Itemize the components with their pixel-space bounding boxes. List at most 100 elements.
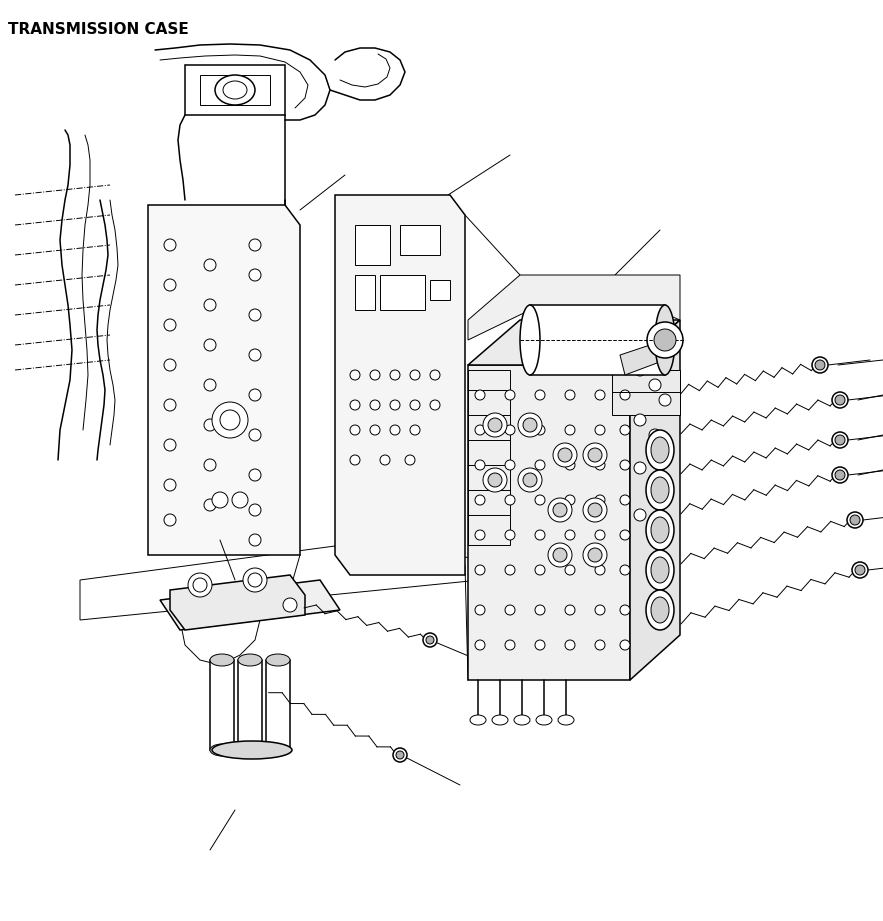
Circle shape: [204, 299, 216, 311]
Circle shape: [505, 605, 515, 615]
Circle shape: [243, 568, 267, 592]
Circle shape: [812, 357, 828, 373]
Ellipse shape: [646, 550, 674, 590]
Ellipse shape: [646, 510, 674, 550]
Circle shape: [488, 473, 502, 487]
Circle shape: [659, 394, 671, 406]
Circle shape: [220, 410, 240, 430]
Polygon shape: [200, 75, 270, 105]
Ellipse shape: [210, 744, 234, 756]
Circle shape: [475, 460, 485, 470]
Ellipse shape: [646, 590, 674, 630]
Circle shape: [855, 565, 865, 575]
Circle shape: [620, 605, 630, 615]
Polygon shape: [185, 65, 285, 115]
Circle shape: [505, 460, 515, 470]
Circle shape: [565, 390, 575, 400]
Circle shape: [620, 390, 630, 400]
Circle shape: [204, 499, 216, 511]
Circle shape: [620, 495, 630, 505]
Polygon shape: [355, 225, 390, 265]
Circle shape: [815, 360, 825, 370]
Circle shape: [430, 400, 440, 410]
Circle shape: [426, 636, 434, 644]
Bar: [210, 660, 234, 750]
Circle shape: [193, 578, 207, 592]
Polygon shape: [335, 195, 465, 575]
Circle shape: [249, 389, 261, 401]
Circle shape: [350, 370, 360, 380]
Circle shape: [523, 473, 537, 487]
Polygon shape: [630, 320, 680, 680]
Ellipse shape: [651, 477, 669, 503]
Circle shape: [630, 335, 640, 345]
Polygon shape: [160, 580, 340, 630]
Circle shape: [595, 390, 605, 400]
Circle shape: [505, 495, 515, 505]
Circle shape: [249, 469, 261, 481]
Circle shape: [595, 495, 605, 505]
Circle shape: [212, 492, 228, 508]
Circle shape: [204, 339, 216, 351]
Circle shape: [565, 605, 575, 615]
Circle shape: [164, 279, 176, 291]
Circle shape: [249, 534, 261, 546]
Circle shape: [475, 565, 485, 575]
Circle shape: [164, 514, 176, 526]
Text: TRANSMISSION CASE: TRANSMISSION CASE: [8, 22, 189, 37]
Circle shape: [390, 370, 400, 380]
Circle shape: [548, 498, 572, 522]
Polygon shape: [380, 275, 425, 310]
Ellipse shape: [266, 654, 290, 666]
Circle shape: [535, 460, 545, 470]
Circle shape: [550, 323, 560, 333]
Circle shape: [654, 329, 676, 351]
Circle shape: [565, 565, 575, 575]
Circle shape: [164, 479, 176, 491]
Circle shape: [595, 605, 605, 615]
Circle shape: [852, 562, 868, 578]
Circle shape: [204, 459, 216, 471]
Circle shape: [565, 425, 575, 435]
Circle shape: [832, 467, 848, 483]
Circle shape: [410, 400, 420, 410]
Circle shape: [595, 530, 605, 540]
Circle shape: [505, 390, 515, 400]
Ellipse shape: [210, 654, 234, 666]
Circle shape: [583, 498, 607, 522]
Circle shape: [249, 239, 261, 251]
Circle shape: [634, 414, 646, 426]
Ellipse shape: [651, 517, 669, 543]
Circle shape: [595, 460, 605, 470]
Circle shape: [188, 573, 212, 597]
Circle shape: [595, 565, 605, 575]
Ellipse shape: [470, 715, 486, 725]
Polygon shape: [170, 575, 305, 630]
Circle shape: [396, 751, 404, 759]
Circle shape: [588, 548, 602, 562]
Circle shape: [649, 429, 661, 441]
Circle shape: [553, 443, 577, 467]
Ellipse shape: [223, 81, 247, 99]
Circle shape: [553, 503, 567, 517]
Circle shape: [488, 418, 502, 432]
Ellipse shape: [492, 715, 508, 725]
Circle shape: [475, 390, 485, 400]
Polygon shape: [355, 275, 375, 310]
Ellipse shape: [646, 470, 674, 510]
Circle shape: [475, 530, 485, 540]
Circle shape: [535, 425, 545, 435]
Bar: [238, 660, 262, 750]
Circle shape: [565, 460, 575, 470]
Circle shape: [535, 605, 545, 615]
Circle shape: [430, 370, 440, 380]
Circle shape: [847, 512, 863, 528]
Circle shape: [390, 400, 400, 410]
Circle shape: [410, 370, 420, 380]
Circle shape: [588, 503, 602, 517]
Circle shape: [505, 425, 515, 435]
Circle shape: [164, 359, 176, 371]
Ellipse shape: [520, 305, 540, 375]
Bar: [266, 660, 290, 750]
Polygon shape: [620, 340, 665, 375]
